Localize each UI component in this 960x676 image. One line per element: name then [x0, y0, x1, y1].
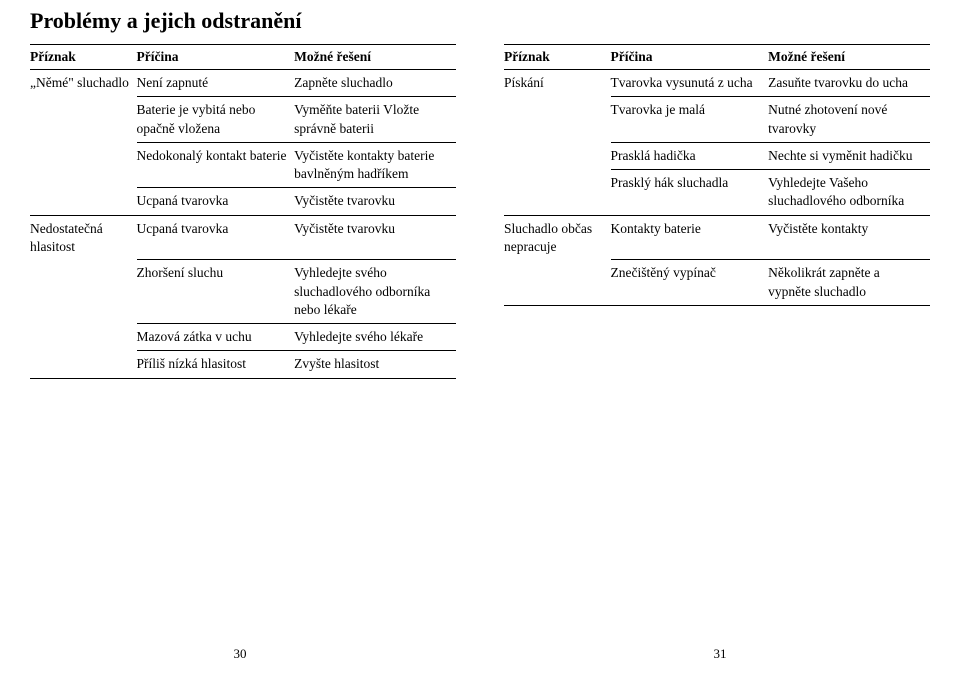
- page-number-left: 30: [0, 646, 480, 662]
- cell-symptom: [30, 97, 137, 142]
- table-row: Příliš nízká hlasitostZvyšte hlasitost: [30, 351, 456, 378]
- cell-symptom: [30, 351, 137, 378]
- left-column: Příznak Příčina Možné řešení „Němé" sluc…: [30, 44, 456, 379]
- cell-cause: Prasklý hák sluchadla: [611, 170, 769, 215]
- cell-symptom: [30, 324, 137, 351]
- table-row: Sluchadlo občas nepracujeKontakty bateri…: [504, 215, 930, 260]
- cell-symptom: [504, 142, 611, 169]
- col-header-solution: Možné řešení: [294, 45, 456, 70]
- cell-solution: Vyhledejte svého sluchadlového odborníka…: [294, 260, 456, 324]
- table-row: Zhoršení sluchuVyhledejte svého sluchadl…: [30, 260, 456, 324]
- cell-solution: Vyhledejte Vašeho sluchadlového odborník…: [768, 170, 930, 215]
- cell-solution: Nechte si vyměnit hadičku: [768, 142, 930, 169]
- table-row: Nedostatečná hlasitostUcpaná tvarovkaVyč…: [30, 215, 456, 260]
- cell-cause: Zhoršení sluchu: [137, 260, 295, 324]
- columns-wrap: Příznak Příčina Možné řešení „Němé" sluc…: [30, 44, 930, 379]
- table-row: Prasklá hadičkaNechte si vyměnit hadičku: [504, 142, 930, 169]
- col-header-symptom: Příznak: [504, 45, 611, 70]
- cell-solution: Zasuňte tvarovku do ucha: [768, 70, 930, 97]
- cell-symptom: [504, 97, 611, 142]
- page-number-right: 31: [480, 646, 960, 662]
- table-row: Baterie je vybitá nebo opačně vloženaVym…: [30, 97, 456, 142]
- cell-cause: Nedokonalý kontakt baterie: [137, 142, 295, 187]
- cell-symptom: [504, 260, 611, 305]
- right-column: Příznak Příčina Možné řešení PískáníTvar…: [504, 44, 930, 379]
- cell-solution: Vyčistěte tvarovku: [294, 188, 456, 215]
- cell-solution: Zapněte sluchadlo: [294, 70, 456, 97]
- table-row: PískáníTvarovka vysunutá z uchaZasuňte t…: [504, 70, 930, 97]
- cell-symptom: „Němé" sluchadlo: [30, 70, 137, 97]
- table-header-row: Příznak Příčina Možné řešení: [30, 45, 456, 70]
- cell-cause: Tvarovka vysunutá z ucha: [611, 70, 769, 97]
- table-row: Znečištěný vypínačNěkolikrát zapněte a v…: [504, 260, 930, 305]
- col-header-solution: Možné řešení: [768, 45, 930, 70]
- cell-cause: Mazová zátka v uchu: [137, 324, 295, 351]
- cell-symptom: [30, 142, 137, 187]
- cell-solution: Vyčistěte kontakty baterie bavlněným had…: [294, 142, 456, 187]
- cell-solution: Několikrát zapněte a vypněte sluchadlo: [768, 260, 930, 305]
- cell-solution: Zvyšte hlasitost: [294, 351, 456, 378]
- cell-solution: Vyhledejte svého lékaře: [294, 324, 456, 351]
- cell-solution: Vyčistěte kontakty: [768, 215, 930, 260]
- table-row: Mazová zátka v uchuVyhledejte svého léka…: [30, 324, 456, 351]
- cell-solution: Vyčistěte tvarovku: [294, 215, 456, 260]
- cell-symptom: [30, 188, 137, 215]
- page-numbers: 30 31: [0, 646, 960, 662]
- cell-cause: Kontakty baterie: [611, 215, 769, 260]
- table-header-row: Příznak Příčina Možné řešení: [504, 45, 930, 70]
- col-header-cause: Příčina: [611, 45, 769, 70]
- cell-symptom: Sluchadlo občas nepracuje: [504, 215, 611, 260]
- troubleshoot-table-left: Příznak Příčina Možné řešení „Němé" sluc…: [30, 44, 456, 379]
- table-row: Nedokonalý kontakt baterieVyčistěte kont…: [30, 142, 456, 187]
- cell-symptom: Pískání: [504, 70, 611, 97]
- cell-symptom: [30, 260, 137, 324]
- cell-cause: Prasklá hadička: [611, 142, 769, 169]
- table-row: Tvarovka je maláNutné zhotovení nové tva…: [504, 97, 930, 142]
- cell-cause: Baterie je vybitá nebo opačně vložena: [137, 97, 295, 142]
- table-row: „Němé" sluchadloNení zapnutéZapněte sluc…: [30, 70, 456, 97]
- col-header-symptom: Příznak: [30, 45, 137, 70]
- table-row: Ucpaná tvarovkaVyčistěte tvarovku: [30, 188, 456, 215]
- cell-cause: Ucpaná tvarovka: [137, 188, 295, 215]
- cell-cause: Není zapnuté: [137, 70, 295, 97]
- page-title: Problémy a jejich odstranění: [30, 8, 930, 34]
- troubleshoot-table-right: Příznak Příčina Možné řešení PískáníTvar…: [504, 44, 930, 306]
- cell-symptom: [504, 170, 611, 215]
- cell-symptom: Nedostatečná hlasitost: [30, 215, 137, 260]
- cell-cause: Znečištěný vypínač: [611, 260, 769, 305]
- cell-solution: Nutné zhotovení nové tvarovky: [768, 97, 930, 142]
- cell-cause: Tvarovka je malá: [611, 97, 769, 142]
- cell-cause: Ucpaná tvarovka: [137, 215, 295, 260]
- col-header-cause: Příčina: [137, 45, 295, 70]
- cell-cause: Příliš nízká hlasitost: [137, 351, 295, 378]
- cell-solution: Vyměňte baterii Vložte správně baterii: [294, 97, 456, 142]
- table-row: Prasklý hák sluchadlaVyhledejte Vašeho s…: [504, 170, 930, 215]
